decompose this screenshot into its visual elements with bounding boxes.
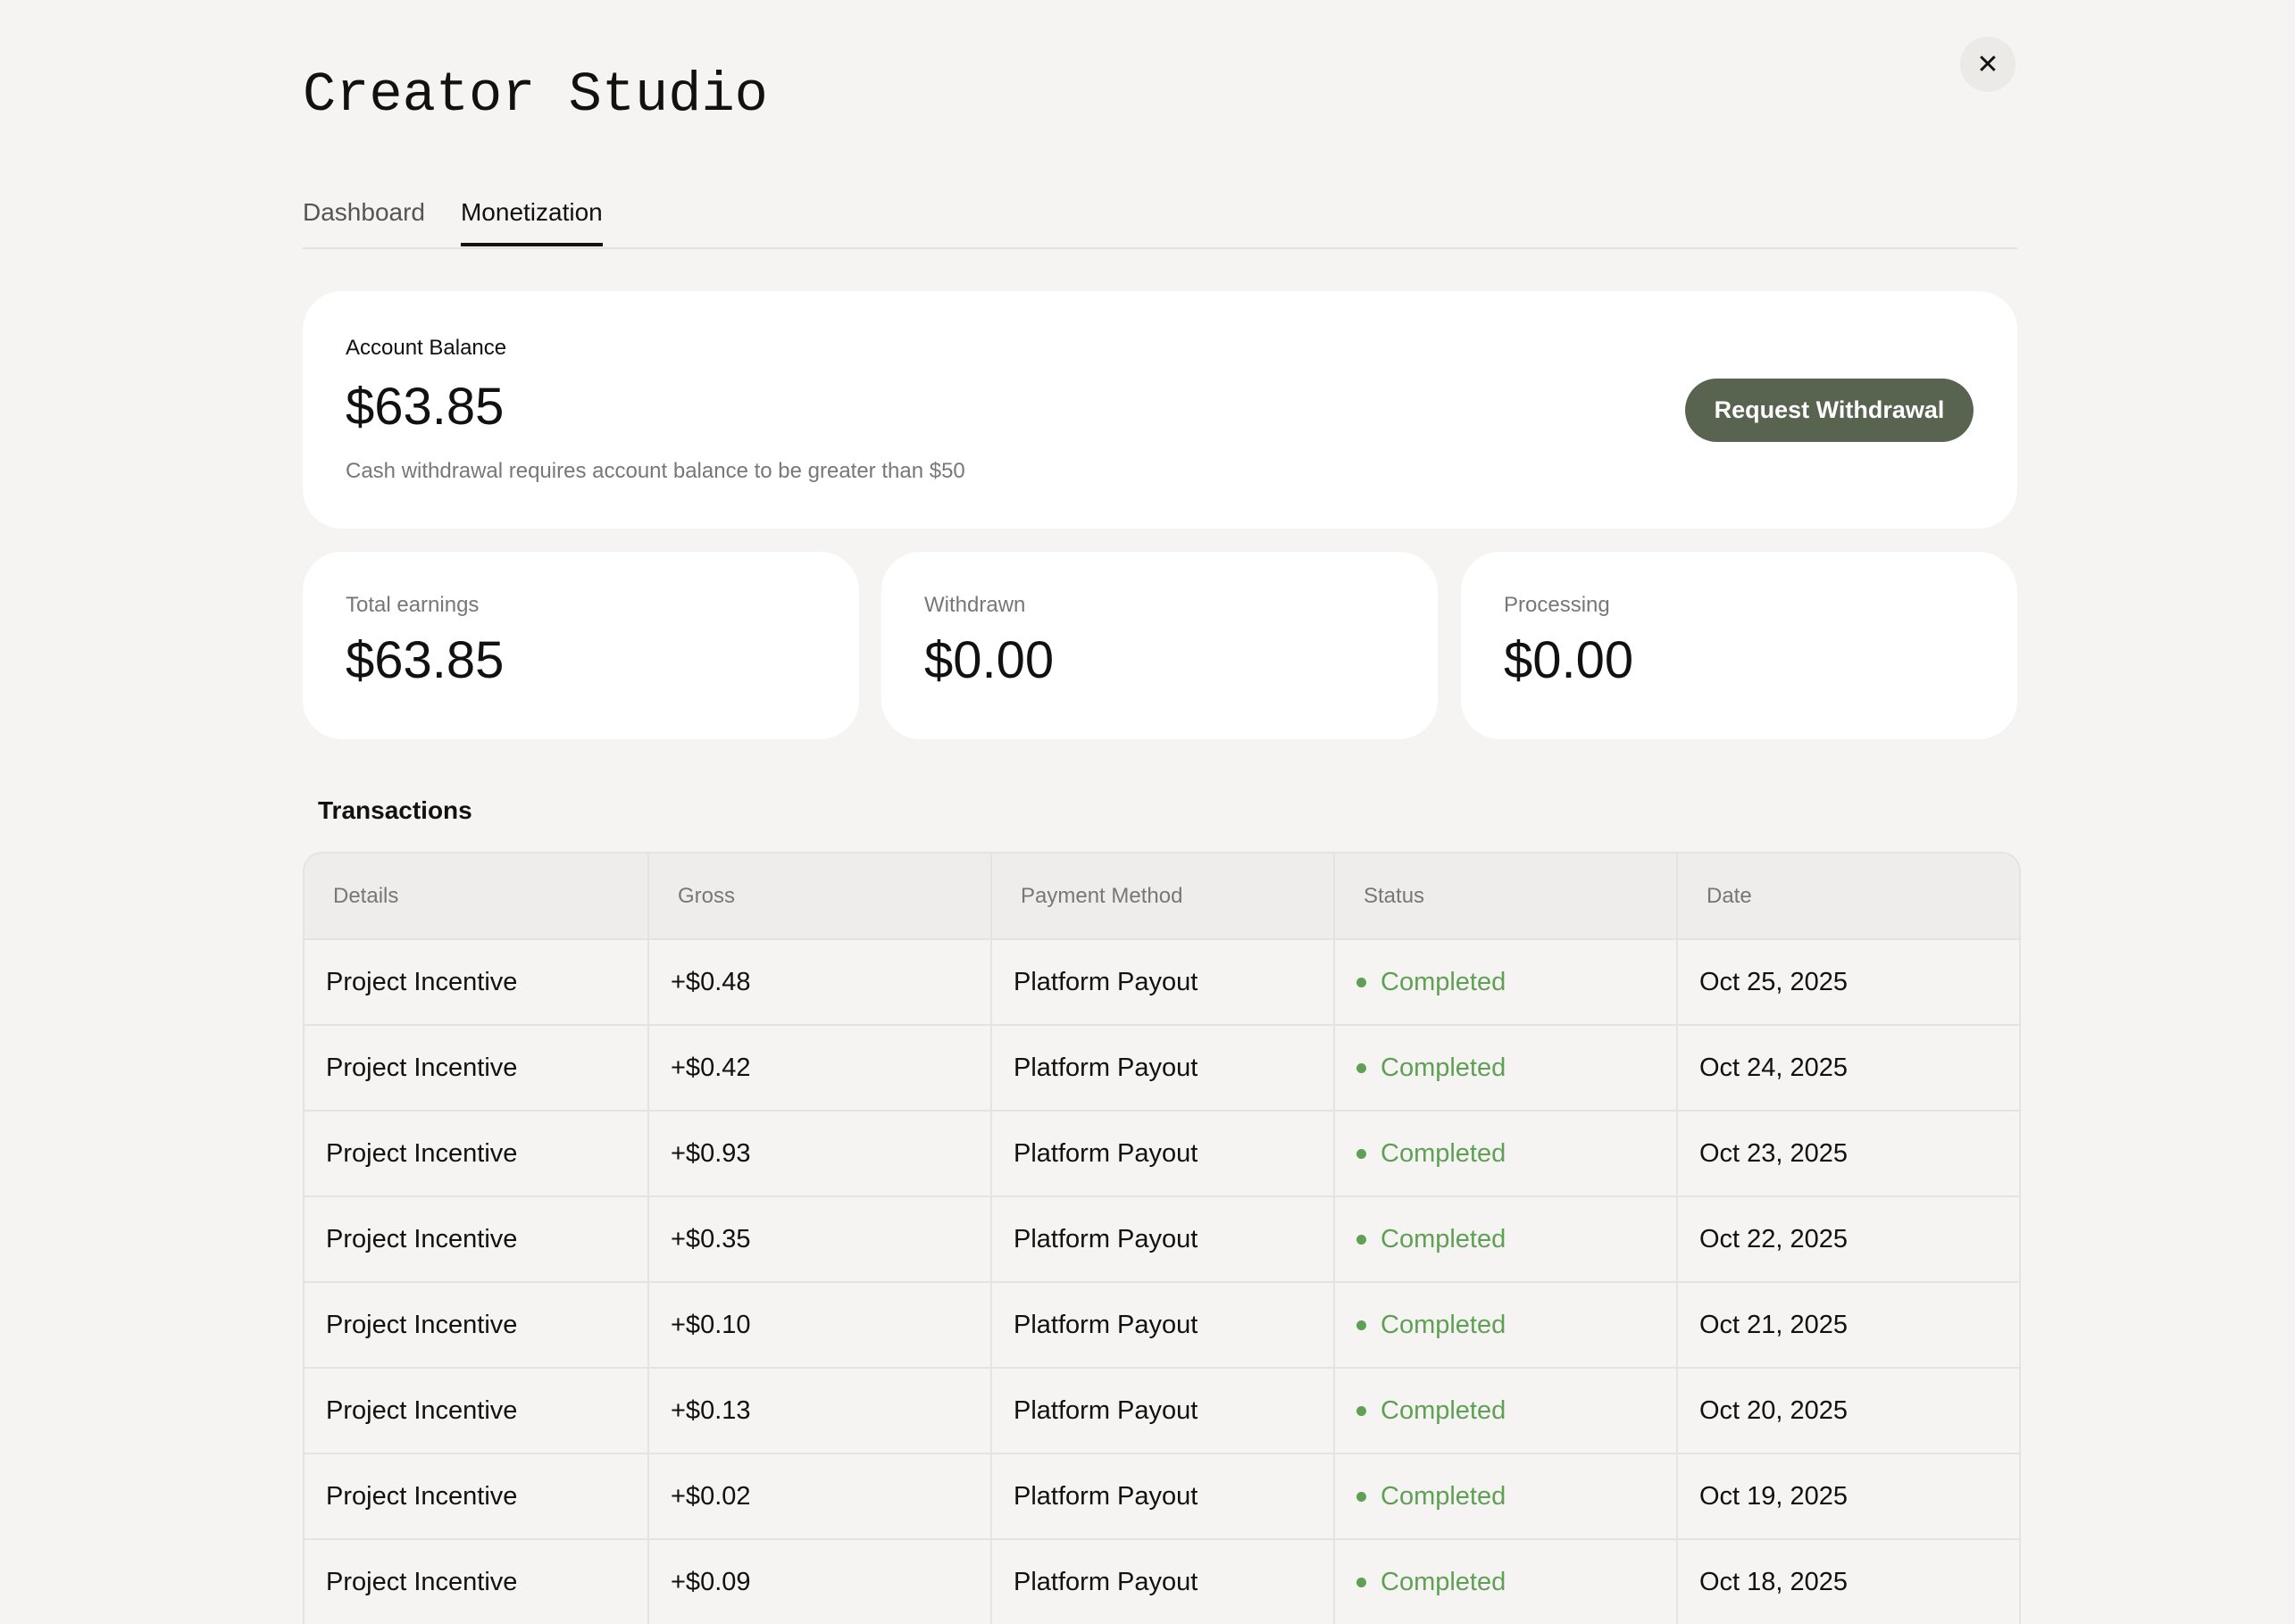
- table-row: Project Incentive +$0.42 Platform Payout Co…: [305, 1024, 2019, 1110]
- cell-gross: +$0.93: [647, 1112, 990, 1195]
- cell-details: Project Incentive: [326, 1138, 518, 1168]
- cell-gross: +$0.42: [647, 1026, 990, 1110]
- cell-date: Oct 20, 2025: [1676, 1369, 2019, 1453]
- stat-value: $63.85: [346, 631, 505, 689]
- status-dot-icon: [1356, 1405, 1366, 1416]
- cell-payment-method: Platform Payout: [990, 940, 1333, 1024]
- column-header-status: Status: [1333, 854, 1676, 938]
- stat-processing: Processing $0.00: [1461, 552, 2017, 739]
- cell-status: Completed: [1333, 1112, 1676, 1195]
- cell-gross: +$0.10: [647, 1283, 990, 1367]
- status-dot-icon: [1356, 977, 1366, 987]
- withdrawal-note: Cash withdrawal requires account balance…: [346, 459, 965, 483]
- cell-payment-method: Platform Payout: [990, 1454, 1333, 1538]
- table-row: Project Incentive +$0.48 Platform Payout Co…: [305, 938, 2019, 1024]
- cell-details: Project Incentive: [326, 1224, 518, 1253]
- stat-label: Processing: [1504, 593, 1610, 617]
- transactions-table: Details Gross Payment Method Status Date…: [303, 852, 2021, 1624]
- stat-value: $0.00: [1504, 631, 1634, 689]
- tab-bar: Dashboard Monetization: [303, 196, 2017, 249]
- column-header-gross: Gross: [647, 854, 990, 938]
- cell-date: Oct 21, 2025: [1676, 1283, 2019, 1367]
- cell-status: Completed: [1333, 1540, 1676, 1624]
- table-row: Project Incentive +$0.13 Platform Payout Co…: [305, 1367, 2019, 1453]
- cell-date: Oct 24, 2025: [1676, 1026, 2019, 1110]
- cell-gross: +$0.35: [647, 1197, 990, 1281]
- cell-status: Completed: [1333, 940, 1676, 1024]
- stat-label: Withdrawn: [924, 593, 1026, 617]
- status-dot-icon: [1356, 1320, 1366, 1330]
- column-header-date: Date: [1676, 854, 2019, 938]
- close-icon: ✕: [1976, 49, 1999, 79]
- stat-total-earnings: Total earnings $63.85: [303, 552, 859, 739]
- status-dot-icon: [1356, 1062, 1366, 1073]
- cell-payment-method: Platform Payout: [990, 1112, 1333, 1195]
- tab-dashboard[interactable]: Dashboard: [303, 198, 425, 226]
- close-button[interactable]: ✕: [1960, 37, 2015, 92]
- cell-payment-method: Platform Payout: [990, 1283, 1333, 1367]
- column-header-payment-method: Payment Method: [990, 854, 1333, 938]
- account-balance-card: Account Balance $63.85 Cash withdrawal r…: [303, 291, 2017, 529]
- stat-withdrawn: Withdrawn $0.00: [881, 552, 1438, 739]
- page-title: Creator Studio: [303, 63, 768, 127]
- cell-status: Completed: [1333, 1283, 1676, 1367]
- status-dot-icon: [1356, 1577, 1366, 1587]
- tab-monetization[interactable]: Monetization: [460, 196, 603, 246]
- cell-gross: +$0.02: [647, 1454, 990, 1538]
- cell-gross: +$0.48: [647, 940, 990, 1024]
- cell-details: Project Incentive: [326, 967, 518, 996]
- cell-date: Oct 18, 2025: [1676, 1540, 2019, 1624]
- stat-value: $0.00: [924, 631, 1055, 689]
- cell-date: Oct 19, 2025: [1676, 1454, 2019, 1538]
- cell-status: Completed: [1333, 1454, 1676, 1538]
- column-header-details: Details: [333, 883, 399, 908]
- cell-details: Project Incentive: [326, 1481, 518, 1511]
- transactions-heading: Transactions: [318, 796, 472, 824]
- cell-payment-method: Platform Payout: [990, 1540, 1333, 1624]
- status-badge: Completed: [1381, 1481, 1506, 1511]
- table-row: Project Incentive +$0.35 Platform Payout Co…: [305, 1195, 2019, 1281]
- cell-payment-method: Platform Payout: [990, 1197, 1333, 1281]
- table-row: Project Incentive +$0.93 Platform Payout Co…: [305, 1110, 2019, 1195]
- status-dot-icon: [1356, 1491, 1366, 1502]
- balance-amount: $63.85: [346, 378, 505, 436]
- table-header: Details Gross Payment Method Status Date: [305, 854, 2019, 938]
- cell-date: Oct 22, 2025: [1676, 1197, 2019, 1281]
- cell-payment-method: Platform Payout: [990, 1026, 1333, 1110]
- stat-label: Total earnings: [346, 593, 480, 617]
- status-badge: Completed: [1381, 967, 1506, 996]
- table-row: Project Incentive +$0.02 Platform Payout Co…: [305, 1453, 2019, 1538]
- cell-date: Oct 25, 2025: [1676, 940, 2019, 1024]
- balance-label: Account Balance: [346, 336, 507, 360]
- cell-status: Completed: [1333, 1369, 1676, 1453]
- status-dot-icon: [1356, 1148, 1366, 1159]
- cell-date: Oct 23, 2025: [1676, 1112, 2019, 1195]
- status-badge: Completed: [1381, 1138, 1506, 1168]
- status-badge: Completed: [1381, 1224, 1506, 1253]
- status-badge: Completed: [1381, 1053, 1506, 1082]
- status-badge: Completed: [1381, 1567, 1506, 1596]
- cell-details: Project Incentive: [326, 1395, 518, 1425]
- cell-details: Project Incentive: [326, 1053, 518, 1082]
- cell-gross: +$0.13: [647, 1369, 990, 1453]
- cell-gross: +$0.09: [647, 1540, 990, 1624]
- cell-status: Completed: [1333, 1197, 1676, 1281]
- cell-details: Project Incentive: [326, 1310, 518, 1339]
- request-withdrawal-button[interactable]: Request Withdrawal: [1685, 379, 1974, 442]
- status-badge: Completed: [1381, 1395, 1506, 1425]
- cell-payment-method: Platform Payout: [990, 1369, 1333, 1453]
- cell-status: Completed: [1333, 1026, 1676, 1110]
- status-dot-icon: [1356, 1234, 1366, 1245]
- table-row: Project Incentive +$0.10 Platform Payout Co…: [305, 1281, 2019, 1367]
- table-row: Project Incentive +$0.09 Platform Payout Co…: [305, 1538, 2019, 1624]
- cell-details: Project Incentive: [326, 1567, 518, 1596]
- status-badge: Completed: [1381, 1310, 1506, 1339]
